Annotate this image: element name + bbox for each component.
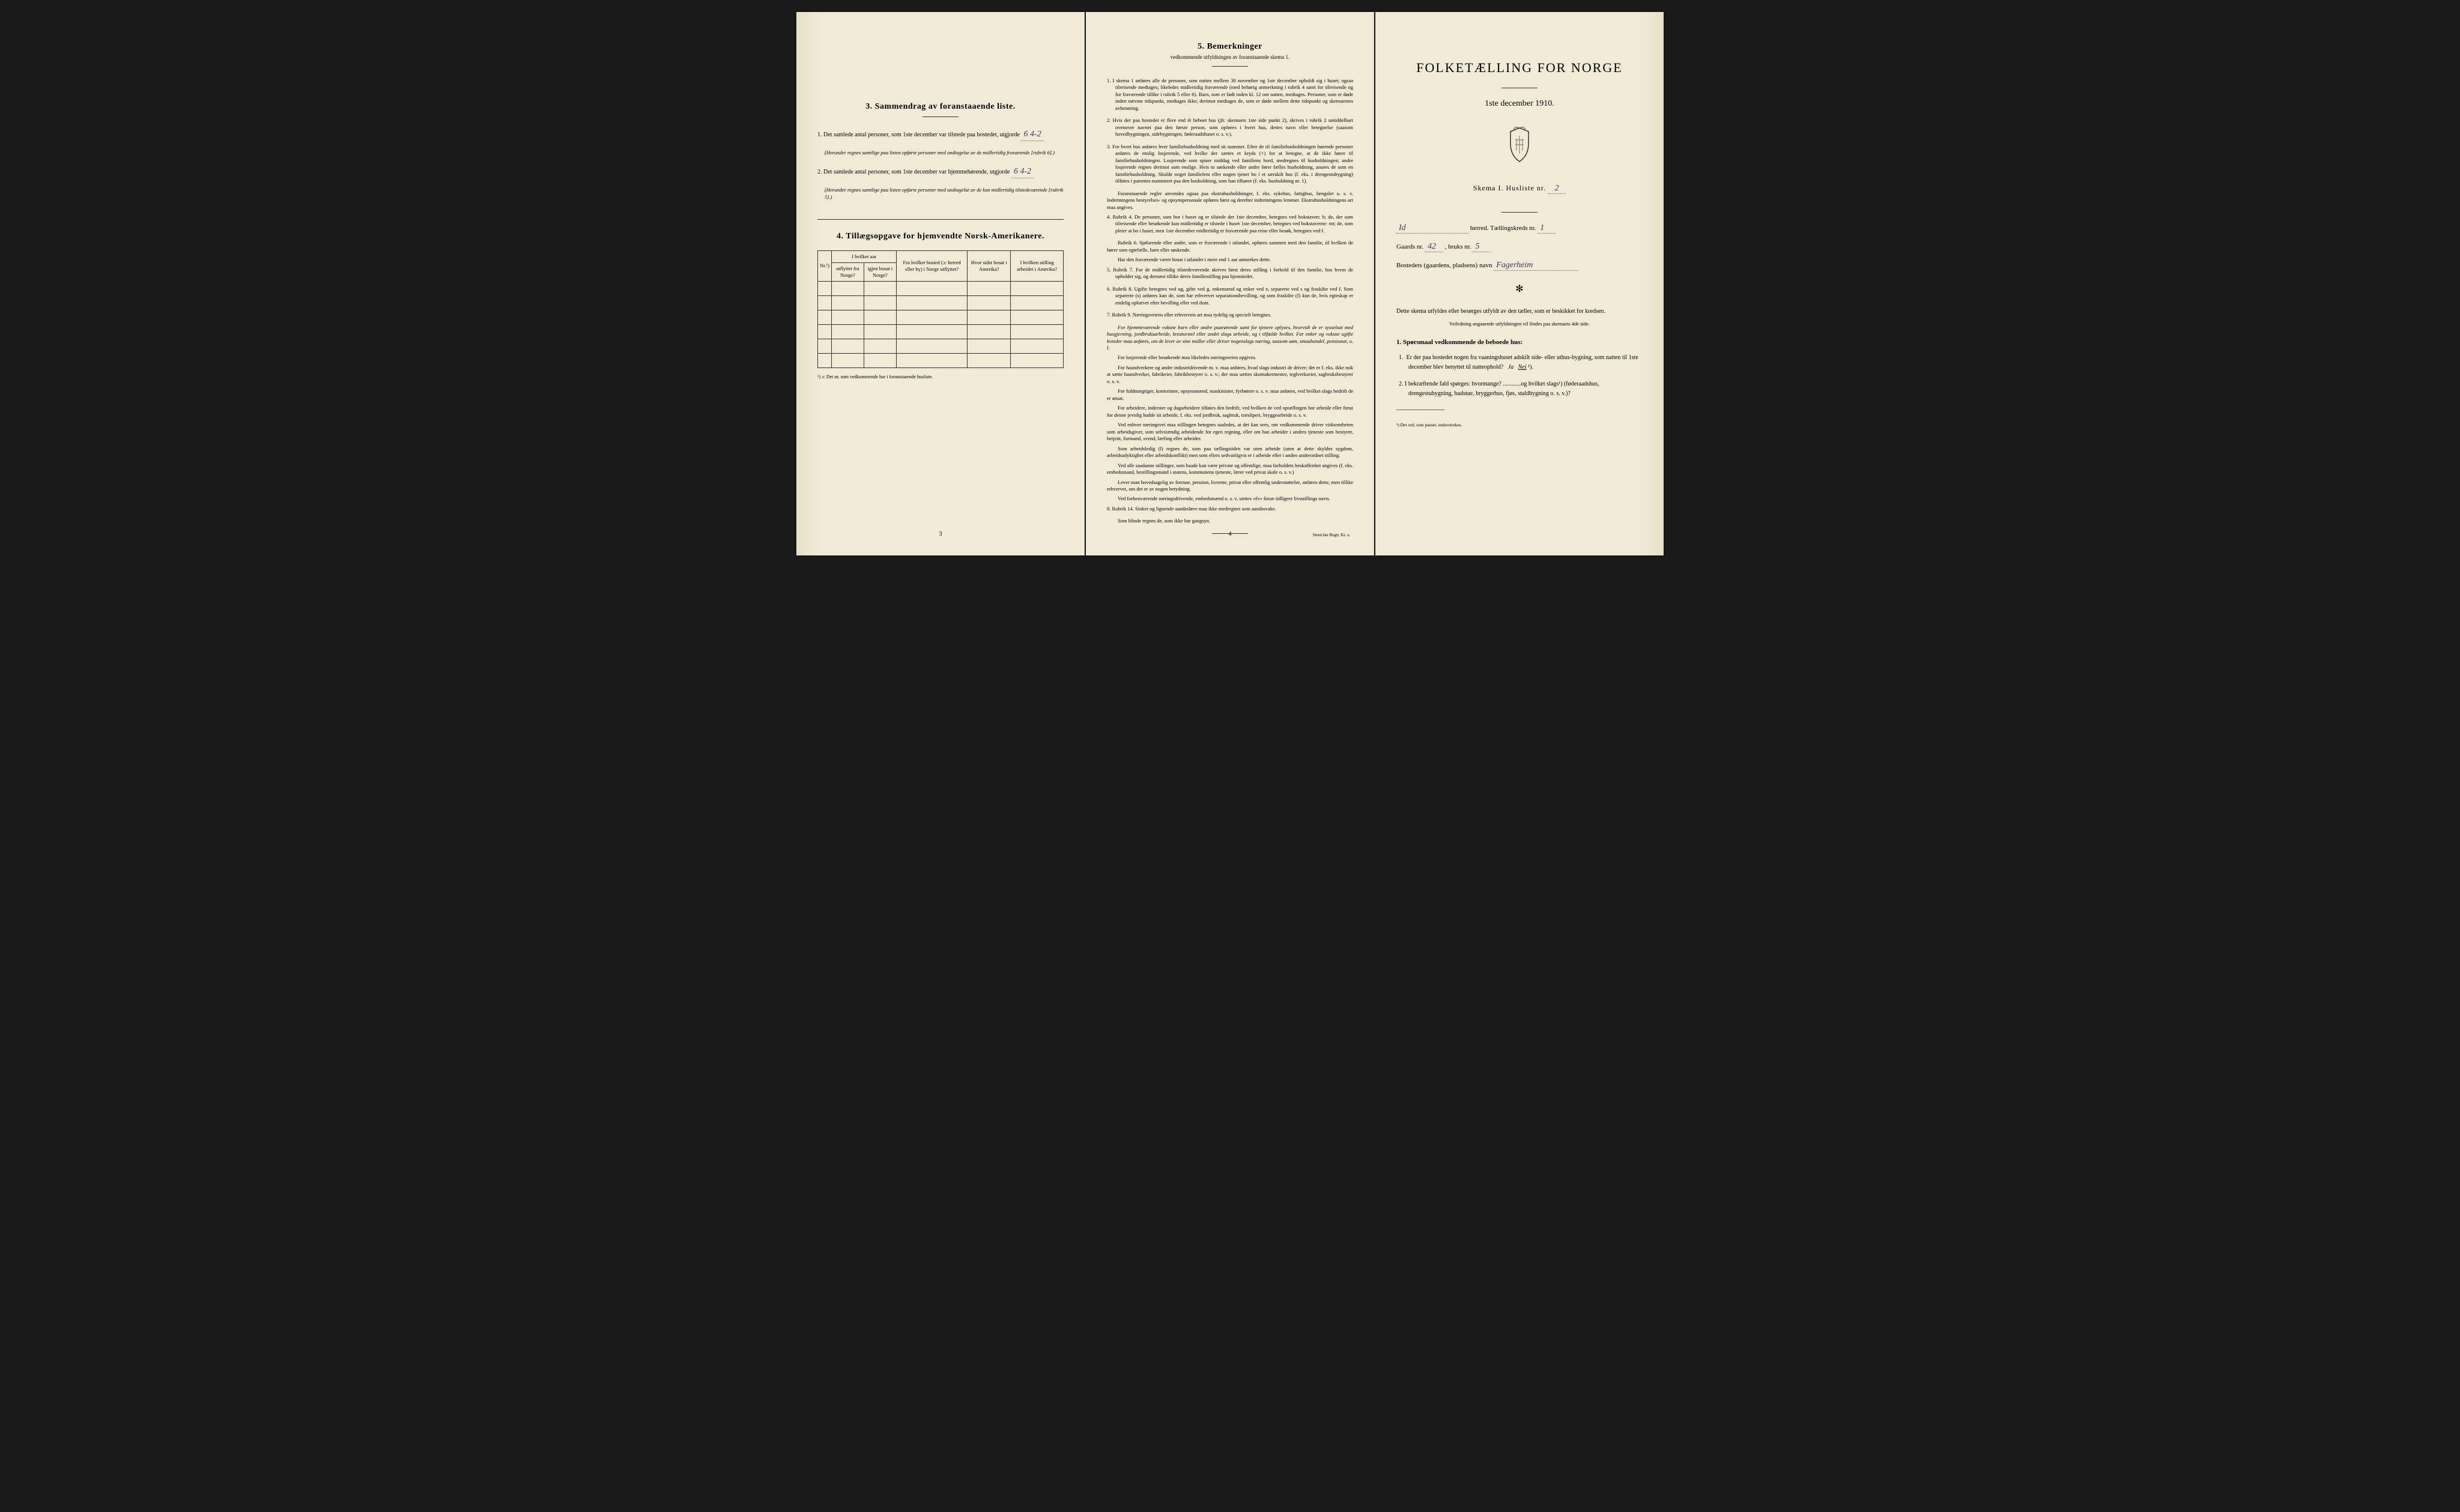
- bosted-label: Bostedets (gaardens, pladsens) navn: [1396, 262, 1492, 269]
- bemerkning-3-extra: Foranstaaende regler anvendes ogsaa paa …: [1107, 190, 1353, 211]
- para8-extra: Som blinde regnes de, som ikke har gangs…: [1107, 518, 1353, 524]
- th-emigrated: utflyttet fra Norge?: [832, 262, 864, 281]
- para7-1: For losjerende eller besøkende maa likel…: [1107, 354, 1353, 361]
- bemerkning-8: 8. Rubrik 14. Sinker og lignende aandssl…: [1107, 506, 1353, 512]
- section4-title: 4. Tillægsopgave for hjemvendte Norsk-Am…: [817, 232, 1064, 241]
- page-number-3: 3: [939, 531, 942, 537]
- instruction1: Dette skema utfyldes eller besørges utfy…: [1396, 307, 1643, 316]
- page-3: 3. Sammendrag av foranstaaende liste. 1.…: [796, 12, 1085, 555]
- bemerkning-4-extra1: Rubrik 6. Sjøfarende eller andre, som er…: [1107, 240, 1353, 253]
- crest-icon: [1504, 127, 1534, 163]
- item-1: 1. Det samlede antal personer, som 1ste …: [817, 128, 1064, 141]
- para7-5: Ved enhver næringsvei maa stillingen bet…: [1107, 422, 1353, 442]
- item-2: 2. Det samlede antal personer, som 1ste …: [817, 165, 1064, 178]
- bruks-label: , bruks nr.: [1445, 243, 1471, 250]
- bosted-value: Fagerheim: [1494, 261, 1578, 271]
- page-number-4: 4: [1229, 531, 1232, 537]
- gaards-value: 42: [1425, 242, 1443, 252]
- section5-subtitle: vedkommende utfyldningen av foranstaaend…: [1107, 54, 1353, 60]
- section4-footnote: ¹) ɔ: Det nr. som vedkommende har i fora…: [817, 374, 1064, 380]
- question-2: 2. I bekræftende fald spørges: hvormange…: [1396, 380, 1643, 399]
- sub-title: 1ste december 1910.: [1396, 99, 1643, 109]
- table-row: [818, 295, 1064, 310]
- page-5: FOLKETÆLLING FOR NORGE 1ste december 191…: [1375, 12, 1664, 555]
- printer-mark: Steen'ske Bogtr. Kr. a.: [1313, 533, 1350, 537]
- question-header: 1. Spørsmaal vedkommende de beboede hus:: [1396, 339, 1643, 346]
- instruction2: Veiledning angaaende utfyldningen vil fi…: [1396, 321, 1643, 327]
- section5-title: 5. Bemerkninger: [1107, 42, 1353, 52]
- gaards-label: Gaards nr.: [1396, 243, 1423, 250]
- americans-table: Nr.¹) I hvilket aar Fra hvilket bosted (…: [817, 250, 1064, 368]
- bemerkning-4: 4. Rubrik 4. De personer, som bor i huse…: [1107, 214, 1353, 234]
- bottom-note: ¹) Det ord, som passer, understrekes.: [1396, 422, 1643, 428]
- coat-of-arms: [1396, 127, 1643, 166]
- full-divider: [817, 219, 1064, 220]
- skema-label: Skema I. Husliste nr.: [1473, 184, 1546, 192]
- th-from: Fra hvilket bosted (ɔ: herred eller by) …: [897, 250, 968, 281]
- herred-hand: Id: [1396, 223, 1468, 234]
- item2-text: 2. Det samlede antal personer, som 1ste …: [817, 169, 1010, 175]
- herred-line: Id herred. Tællingskreds nr. 1: [1396, 223, 1643, 234]
- th-nr: Nr.¹): [818, 250, 832, 281]
- divider: [1501, 212, 1538, 213]
- para7-4: For arbeidere, inderster og dagarbeidere…: [1107, 405, 1353, 419]
- table-row: [818, 324, 1064, 339]
- skema-line: Skema I. Husliste nr. 2: [1396, 184, 1643, 194]
- para7-0: For hjemmeværende voksne barn eller andr…: [1107, 324, 1353, 352]
- item1-note: (Herunder regnes samtlige paa listen opf…: [817, 150, 1064, 157]
- table-row: [818, 310, 1064, 324]
- item2-value: 6 4-2: [1011, 165, 1034, 178]
- skema-value: 2: [1548, 184, 1566, 194]
- divider: [922, 116, 959, 117]
- table-row: [818, 353, 1064, 367]
- th-last: Hvor sidst bosat i Amerika?: [968, 250, 1011, 281]
- document-container: 3. Sammendrag av foranstaaende liste. 1.…: [796, 12, 1664, 555]
- bemerkning-7: 7. Rubrik 9. Næringsveiens eller erhverv…: [1107, 312, 1353, 318]
- th-position: I hvilken stilling arbeidet i Amerika?: [1011, 250, 1064, 281]
- para7-6: Som arbeidsledig (l) regnes de, som paa …: [1107, 446, 1353, 459]
- herred-label: herred. Tællingskreds nr.: [1470, 225, 1536, 232]
- center-ornament: ✻: [1396, 283, 1643, 295]
- para7-8: Lever man hovedsagelig av formue, pensio…: [1107, 479, 1353, 493]
- page-4: 5. Bemerkninger vedkommende utfyldningen…: [1086, 12, 1374, 555]
- bemerkning-1: 1. I skema 1 anføres alle de personer, s…: [1107, 77, 1353, 112]
- para7-7: Ved alle saadanne stillinger, som baade …: [1107, 462, 1353, 476]
- th-year: I hvilket aar: [832, 250, 897, 262]
- bemerkning-4-extra2: Har den fraværende været bosat i utlande…: [1107, 256, 1353, 263]
- para7-9: Ved forhenværende næringsdrivende, embed…: [1107, 495, 1353, 502]
- table-row: [818, 339, 1064, 353]
- para7-2: For haandverkere og andre industridriven…: [1107, 364, 1353, 385]
- question-1: 1. Er der paa bostedet nogen fra vaaning…: [1396, 353, 1643, 372]
- th-returned: igjen bosat i Norge?: [864, 262, 896, 281]
- q1-nei: Nei: [1518, 364, 1527, 370]
- item1-value: 6 4-2: [1021, 128, 1043, 141]
- bemerkning-6: 6. Rubrik 8. Ugifte betegnes ved ug, gif…: [1107, 286, 1353, 306]
- divider: [1212, 66, 1248, 67]
- para7-3: For fuldmægtiger, kontorister, opsynsmæn…: [1107, 388, 1353, 402]
- herred-value: 1: [1538, 223, 1556, 234]
- item1-text: 1. Det samlede antal personer, som 1ste …: [817, 132, 1020, 138]
- bemerkning-2: 2. Hvis der paa bostedet er flere end ét…: [1107, 117, 1353, 138]
- bruks-value: 5: [1473, 242, 1491, 252]
- q1-ja: Ja: [1508, 364, 1513, 370]
- table-row: [818, 281, 1064, 295]
- gaards-line: Gaards nr. 42 , bruks nr. 5: [1396, 242, 1643, 252]
- section3-title: 3. Sammendrag av foranstaaende liste.: [817, 102, 1064, 112]
- item2-note: (Herunder regnes samtlige paa listen opf…: [817, 187, 1064, 201]
- bemerkning-5: 5. Rubrik 7. For de midlertidig tilstede…: [1107, 267, 1353, 280]
- bemerkning-3: 3. For hvert hus anføres hver familiehus…: [1107, 144, 1353, 185]
- main-title: FOLKETÆLLING FOR NORGE: [1396, 60, 1643, 76]
- bosted-line: Bostedets (gaardens, pladsens) navn Fage…: [1396, 261, 1643, 271]
